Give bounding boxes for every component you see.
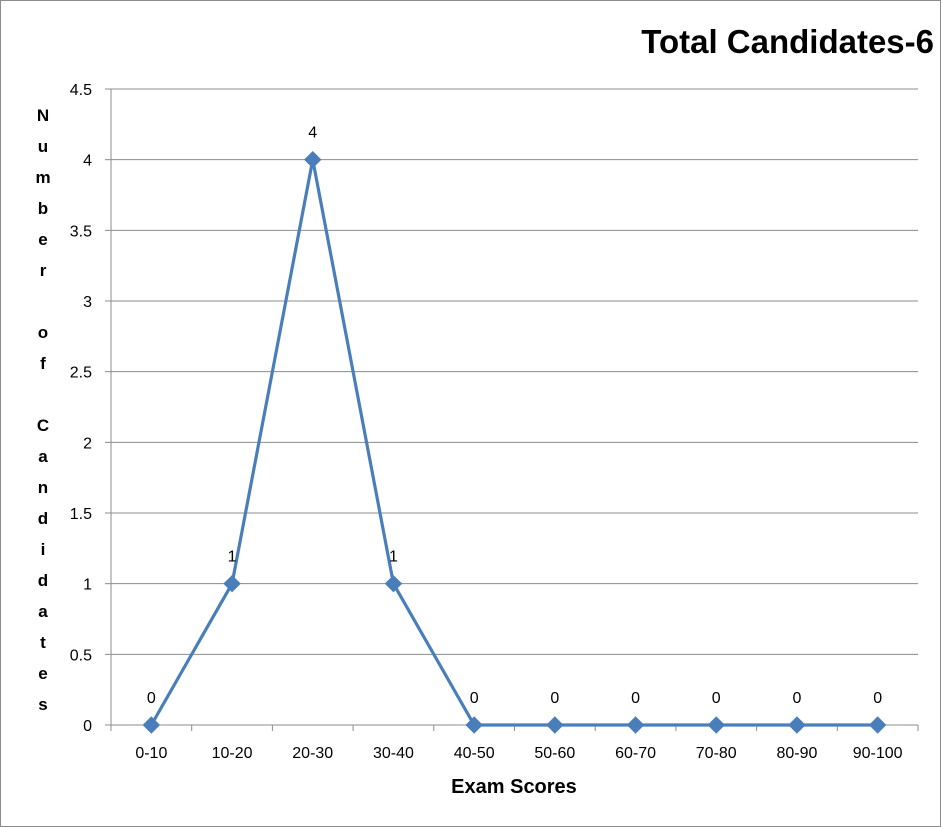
chart-title: Total Candidates-6: [641, 23, 934, 60]
y-axis-title-char: t: [40, 633, 46, 652]
y-tick-label: 4.5: [70, 82, 92, 99]
data-label: 1: [228, 549, 237, 566]
data-label: 0: [631, 690, 640, 707]
data-label: 0: [147, 690, 156, 707]
y-axis-title-char: b: [38, 199, 48, 218]
data-point-marker: [384, 574, 403, 593]
x-tick-label: 80-90: [776, 745, 817, 762]
y-axis-title-char: e: [38, 230, 47, 249]
x-tick-label: 20-30: [292, 745, 333, 762]
y-axis-title-char: a: [38, 447, 48, 466]
data-label: 0: [873, 690, 882, 707]
y-axis-title-char: e: [38, 664, 47, 683]
x-tick-label: 90-100: [853, 745, 903, 762]
y-tick-label: 3.5: [70, 223, 92, 240]
series-line: [149, 158, 878, 727]
x-tick-label: 30-40: [373, 745, 414, 762]
y-axis-title-char: f: [40, 354, 46, 373]
y-axis-title-char: C: [37, 416, 49, 435]
x-tick-label: 60-70: [615, 745, 656, 762]
y-axis-title-char: m: [35, 168, 50, 187]
y-axis-title-char: n: [38, 478, 48, 497]
y-axis-title-char: r: [40, 261, 47, 280]
series-line-path: [149, 158, 878, 727]
y-axis-title-char: o: [38, 323, 48, 342]
x-tick-label: 50-60: [534, 745, 575, 762]
y-tick-label: 2.5: [70, 365, 92, 382]
y-axis-title-char: a: [38, 602, 48, 621]
data-point-marker: [626, 716, 645, 734]
data-point-marker: [707, 716, 725, 734]
x-tick-label: 0-10: [135, 745, 167, 762]
data-point-marker: [223, 574, 241, 593]
x-tick-label: 70-80: [696, 745, 737, 762]
axes: [105, 88, 919, 731]
data-label: 0: [550, 690, 559, 707]
data-point-marker: [788, 716, 806, 734]
y-tick-labels: 0 0.5 1 1.5 2 2.5 3 3.5 4 4.5: [70, 82, 92, 735]
data-label: 0: [470, 690, 479, 707]
data-point-marker: [465, 716, 483, 734]
data-label: 0: [712, 690, 721, 707]
y-tick-label: 0.5: [70, 647, 92, 664]
data-point-marker: [868, 716, 887, 734]
y-axis-title-char: i: [41, 540, 46, 559]
y-axis-title-char: d: [38, 571, 48, 590]
y-tick-label: 2: [83, 435, 92, 452]
y-tick-label: 0: [83, 718, 92, 735]
data-point-marker: [142, 716, 161, 734]
x-tick-label: 40-50: [454, 745, 495, 762]
y-tick-label: 3: [83, 294, 92, 311]
series-markers: [142, 150, 887, 734]
y-tick-label: 4: [83, 153, 92, 170]
y-axis-title-char: s: [38, 695, 47, 714]
y-tick-label: 1: [83, 577, 92, 594]
gridlines: [111, 88, 918, 655]
data-label: 1: [389, 549, 398, 566]
y-axis-title-char: N: [37, 106, 49, 125]
data-point-marker: [546, 716, 564, 734]
data-point-marker: [304, 150, 322, 169]
data-labels: 0 1 4 1 0 0 0 0 0 0: [147, 125, 882, 707]
x-axis-title: Exam Scores: [451, 776, 577, 798]
x-tick-label: 10-20: [212, 745, 253, 762]
y-tick-label: 1.5: [70, 506, 92, 523]
x-tick-labels: 0-10 10-20 20-30 30-40 40-50 50-60 60-70 70-80 8…: [135, 745, 902, 762]
y-axis-title-char: u: [38, 137, 48, 156]
data-label: 0: [792, 690, 801, 707]
y-axis-title-char: d: [38, 509, 48, 528]
data-label: 4: [308, 125, 317, 142]
